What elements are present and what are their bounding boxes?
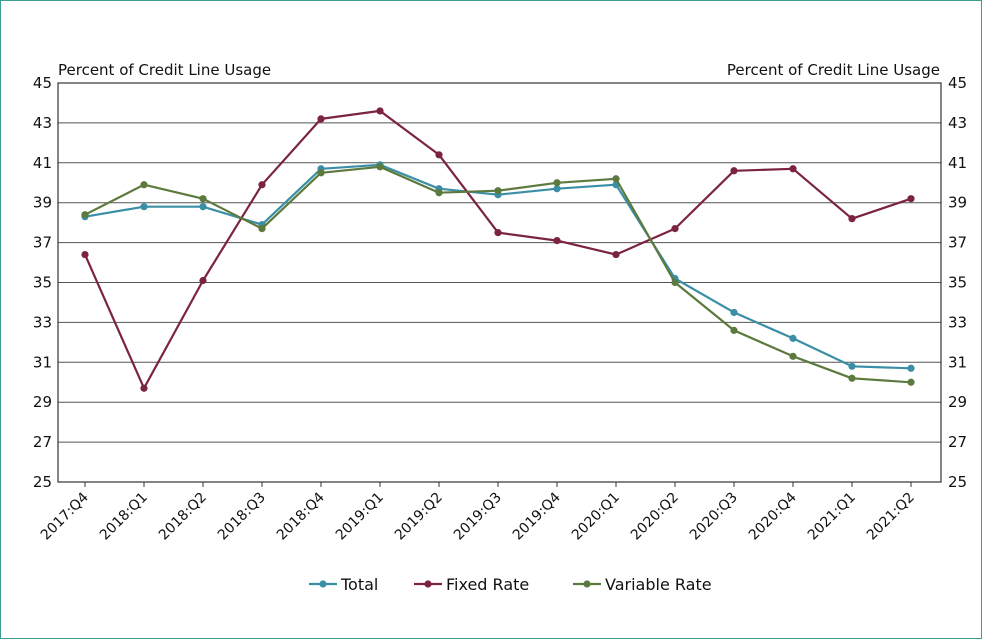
y-tick-label-left: 43 (33, 114, 52, 132)
data-point (730, 326, 738, 334)
data-point (553, 185, 561, 193)
data-point (376, 107, 384, 115)
data-point (199, 276, 207, 285)
legend-label: Variable Rate (605, 575, 712, 594)
data-point (317, 115, 325, 123)
x-tick-label: 2017:Q4 (38, 489, 92, 543)
data-point (317, 169, 325, 177)
x-tick-label: 2021:Q2 (864, 490, 918, 544)
data-point (258, 225, 266, 233)
legend-item: Variable Rate (573, 575, 712, 594)
data-point (553, 237, 561, 245)
legend-swatch-point (424, 580, 432, 588)
x-tick-label: 2020:Q4 (746, 489, 800, 543)
left-y-ticks: 25 27 29 31 33 35 37 39 41 43 45 (33, 74, 52, 491)
data-point (435, 189, 443, 197)
data-point (789, 334, 797, 342)
data-point (848, 215, 856, 223)
series-fixed-rate (81, 107, 915, 392)
data-point (730, 167, 738, 175)
x-tick-label: 2019:Q2 (392, 490, 446, 544)
y-tick-label-right: 37 (948, 234, 967, 252)
x-tick-label: 2020:Q3 (687, 490, 741, 544)
y-tick-label-left: 35 (33, 274, 52, 292)
x-tick-label: 2019:Q4 (510, 489, 564, 543)
y-tick-label-left: 33 (33, 313, 52, 331)
data-point (494, 229, 502, 237)
legend-item: Total (309, 575, 378, 594)
y-tick-label-left: 27 (33, 433, 52, 451)
data-point (199, 195, 207, 203)
legend: Total Fixed Rate Variable Rate (309, 575, 712, 594)
data-point (907, 364, 915, 372)
x-ticks: 2017:Q4 2018:Q1 2018:Q2 2018:Q3 2018:Q4 2019:… (38, 482, 918, 543)
data-point (848, 374, 856, 382)
x-tick-label: 2020:Q2 (628, 490, 682, 544)
series-group (81, 107, 915, 392)
data-point (553, 179, 561, 187)
right-y-ticks: 25 27 29 31 33 35 37 39 41 43 45 (948, 74, 967, 491)
y-tick-label-left: 25 (33, 473, 52, 491)
y-tick-label-right: 27 (948, 433, 967, 451)
y-tick-label-right: 41 (948, 154, 967, 172)
left-axis-title: Percent of Credit Line Usage (58, 61, 271, 79)
y-tick-label-right: 43 (948, 114, 967, 132)
data-point (81, 211, 89, 219)
data-point (612, 250, 620, 259)
y-tick-label-right: 45 (948, 74, 967, 92)
data-point (140, 203, 148, 211)
legend-label: Total (340, 575, 378, 594)
series-variable-rate (81, 163, 915, 386)
y-tick-label-right: 35 (948, 274, 967, 292)
data-point (671, 225, 679, 233)
legend-item: Fixed Rate (414, 575, 529, 594)
legend-swatch-point (583, 580, 591, 588)
series-line (84, 165, 912, 384)
y-tick-label-left: 45 (33, 74, 52, 92)
plot-border (57, 82, 942, 483)
y-tick-label-left: 31 (33, 353, 52, 371)
data-point (140, 181, 148, 189)
data-point (199, 203, 207, 211)
x-tick-label: 2021:Q1 (805, 490, 859, 544)
y-tick-label-right: 25 (948, 473, 967, 491)
data-point (789, 165, 797, 173)
data-point (907, 378, 915, 386)
y-tick-label-left: 39 (33, 194, 52, 212)
y-tick-label-right: 33 (948, 313, 967, 331)
legend-swatch-point (319, 580, 327, 588)
data-point (730, 308, 738, 317)
x-tick-label: 2018:Q4 (274, 489, 328, 543)
data-point (494, 187, 502, 195)
x-tick-label: 2019:Q3 (451, 490, 505, 544)
data-point (435, 151, 443, 159)
y-tick-label-right: 39 (948, 194, 967, 212)
y-tick-label-left: 37 (33, 234, 52, 252)
data-point (907, 195, 915, 203)
data-point (140, 384, 148, 392)
data-point (848, 362, 856, 370)
data-point (612, 175, 620, 183)
x-tick-label: 2018:Q1 (97, 490, 151, 544)
data-point (376, 163, 384, 171)
y-tick-label-left: 29 (33, 393, 52, 411)
series-line (83, 109, 912, 390)
x-tick-label: 2020:Q1 (569, 490, 623, 544)
y-tick-label-left: 41 (33, 154, 52, 172)
x-tick-label: 2018:Q3 (215, 490, 269, 544)
y-tick-label-right: 31 (948, 353, 967, 371)
right-axis-title: Percent of Credit Line Usage (727, 61, 940, 79)
x-tick-label: 2018:Q2 (156, 490, 210, 544)
data-point (258, 181, 266, 189)
grid-lines (58, 82, 941, 483)
x-tick-label: 2019:Q1 (333, 490, 387, 544)
y-tick-label-right: 29 (948, 393, 967, 411)
data-point (671, 278, 679, 287)
data-point (81, 250, 89, 259)
legend-label: Fixed Rate (446, 575, 529, 594)
data-point (789, 352, 797, 360)
